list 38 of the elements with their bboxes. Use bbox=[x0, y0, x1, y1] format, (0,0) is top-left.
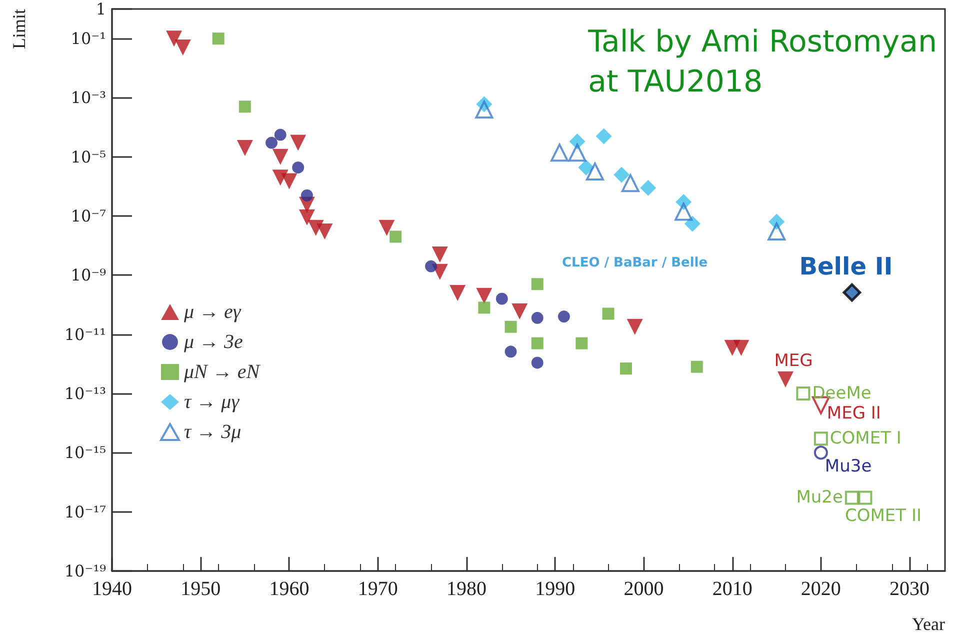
y-tick-label: 10⁻¹³ bbox=[64, 384, 106, 404]
y-tick-label: 10⁻⁷ bbox=[70, 206, 106, 226]
legend-label: μN → eN bbox=[183, 361, 262, 383]
x-tick-label: 1980 bbox=[446, 578, 486, 600]
y-tick-label: 10⁻¹⁵ bbox=[64, 443, 106, 462]
y-tick-label: 10⁻¹¹ bbox=[64, 324, 106, 344]
y-axis-title: Limit bbox=[9, 9, 29, 49]
annotation: CLEO / BaBar / Belle bbox=[562, 256, 708, 270]
x-tick-label: 1950 bbox=[180, 578, 221, 600]
x-tick-label: 1990 bbox=[535, 578, 576, 600]
x-tick-label: 1940 bbox=[92, 578, 132, 600]
annotation: Belle II bbox=[799, 252, 893, 281]
x-tick-label: 2020 bbox=[800, 578, 841, 600]
y-tick-label: 10⁻⁹ bbox=[70, 266, 107, 285]
annotation: Talk by Ami Rostomyan at TAU2018 bbox=[587, 24, 938, 100]
annotation: Mu3e bbox=[824, 456, 872, 477]
y-tick-label: 10⁻¹⁷ bbox=[64, 502, 106, 522]
annotation: Mu2e bbox=[796, 488, 843, 508]
annotation: COMET II bbox=[845, 506, 922, 526]
x-tick-label: 2010 bbox=[712, 578, 752, 600]
x-axis-title: Year bbox=[912, 614, 946, 634]
y-tick-label: 1 bbox=[96, 0, 106, 18]
legend-label: μ → 3e bbox=[183, 331, 244, 353]
y-tick-label: 10⁻¹ bbox=[70, 29, 106, 48]
x-tick-label: 2030 bbox=[890, 578, 930, 600]
annotation: MEG bbox=[774, 350, 813, 371]
x-tick-label: 2000 bbox=[624, 578, 664, 600]
legend-label: τ → 3μ bbox=[184, 421, 242, 443]
x-tick-label: 1960 bbox=[269, 578, 310, 600]
annotation: MEG II bbox=[826, 403, 881, 424]
y-tick-label: 10⁻⁵ bbox=[70, 147, 106, 166]
annotation: COMET I bbox=[830, 428, 902, 449]
y-tick-label: 10⁻¹⁹ bbox=[64, 562, 107, 580]
legend-label: τ → μγ bbox=[184, 391, 240, 413]
y-tick-label: 10⁻³ bbox=[70, 88, 106, 108]
legend-label: μ → eγ bbox=[183, 301, 242, 323]
annotation: DeeMe bbox=[812, 384, 872, 404]
x-tick-label: 1970 bbox=[358, 578, 398, 600]
